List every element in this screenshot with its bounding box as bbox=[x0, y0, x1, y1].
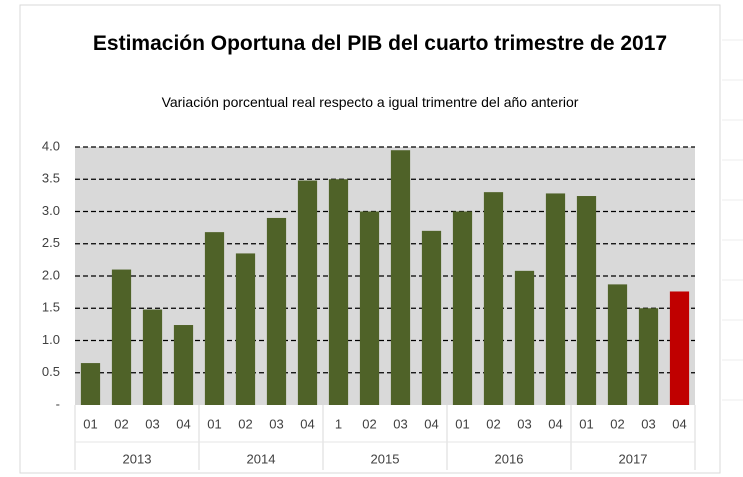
x-tick-label: 01 bbox=[83, 416, 97, 431]
x-group-label: 2015 bbox=[371, 451, 400, 466]
background-lines bbox=[722, 39, 743, 401]
bar bbox=[452, 211, 473, 405]
bar bbox=[235, 253, 256, 405]
x-tick-label: 01 bbox=[207, 416, 221, 431]
x-tick-label: 03 bbox=[641, 416, 655, 431]
bar bbox=[514, 270, 535, 405]
y-tick-label: 2.0 bbox=[42, 267, 60, 282]
bar bbox=[204, 232, 225, 405]
chart-subtitle: Variación porcentual real respecto a igu… bbox=[161, 94, 579, 110]
x-tick-label: 01 bbox=[455, 416, 469, 431]
x-tick-label: 03 bbox=[269, 416, 283, 431]
x-tick-label: 03 bbox=[517, 416, 531, 431]
bar bbox=[576, 196, 597, 405]
chart-title: Estimación Oportuna del PIB del cuarto t… bbox=[92, 32, 668, 55]
bar bbox=[390, 150, 411, 405]
y-tick-label: 1.5 bbox=[42, 300, 60, 315]
x-tick-label: 03 bbox=[145, 416, 159, 431]
bar bbox=[111, 269, 132, 405]
y-tick-label: 4.0 bbox=[42, 138, 60, 153]
y-tick-label: 2.5 bbox=[42, 235, 60, 250]
y-tick-label: 1.0 bbox=[42, 332, 60, 347]
y-tick-label: 0.5 bbox=[42, 364, 60, 379]
bar bbox=[80, 363, 101, 405]
bar bbox=[266, 217, 287, 405]
y-tick-label: 3.5 bbox=[42, 171, 60, 186]
bar bbox=[142, 309, 163, 405]
bar bbox=[483, 192, 504, 405]
bar bbox=[638, 308, 659, 405]
x-tick-label: 02 bbox=[610, 416, 624, 431]
x-tick-label: 04 bbox=[176, 416, 190, 431]
bar bbox=[545, 193, 566, 405]
bar bbox=[173, 325, 194, 405]
bar bbox=[297, 180, 318, 405]
x-tick-label: 02 bbox=[114, 416, 128, 431]
x-tick-label: 03 bbox=[393, 416, 407, 431]
x-group-label: 2017 bbox=[619, 451, 648, 466]
x-tick-label: 02 bbox=[362, 416, 376, 431]
x-tick-label: 04 bbox=[300, 416, 314, 431]
x-tick-label: 02 bbox=[238, 416, 252, 431]
bar bbox=[669, 291, 690, 405]
x-tick-label: 04 bbox=[424, 416, 438, 431]
bar bbox=[328, 179, 349, 405]
x-tick-label: 04 bbox=[548, 416, 562, 431]
bar bbox=[607, 284, 628, 405]
x-tick-label: 1 bbox=[335, 416, 342, 431]
x-tick-label: 02 bbox=[486, 416, 500, 431]
x-tick-label: 01 bbox=[579, 416, 593, 431]
bar bbox=[421, 230, 442, 405]
x-tick-label: 04 bbox=[672, 416, 686, 431]
bar bbox=[359, 211, 380, 405]
x-group-label: 2013 bbox=[123, 451, 152, 466]
x-group-label: 2016 bbox=[495, 451, 524, 466]
y-tick-label: 3.0 bbox=[42, 203, 60, 218]
y-tick-label: - bbox=[56, 396, 60, 411]
x-group-label: 2014 bbox=[247, 451, 276, 466]
